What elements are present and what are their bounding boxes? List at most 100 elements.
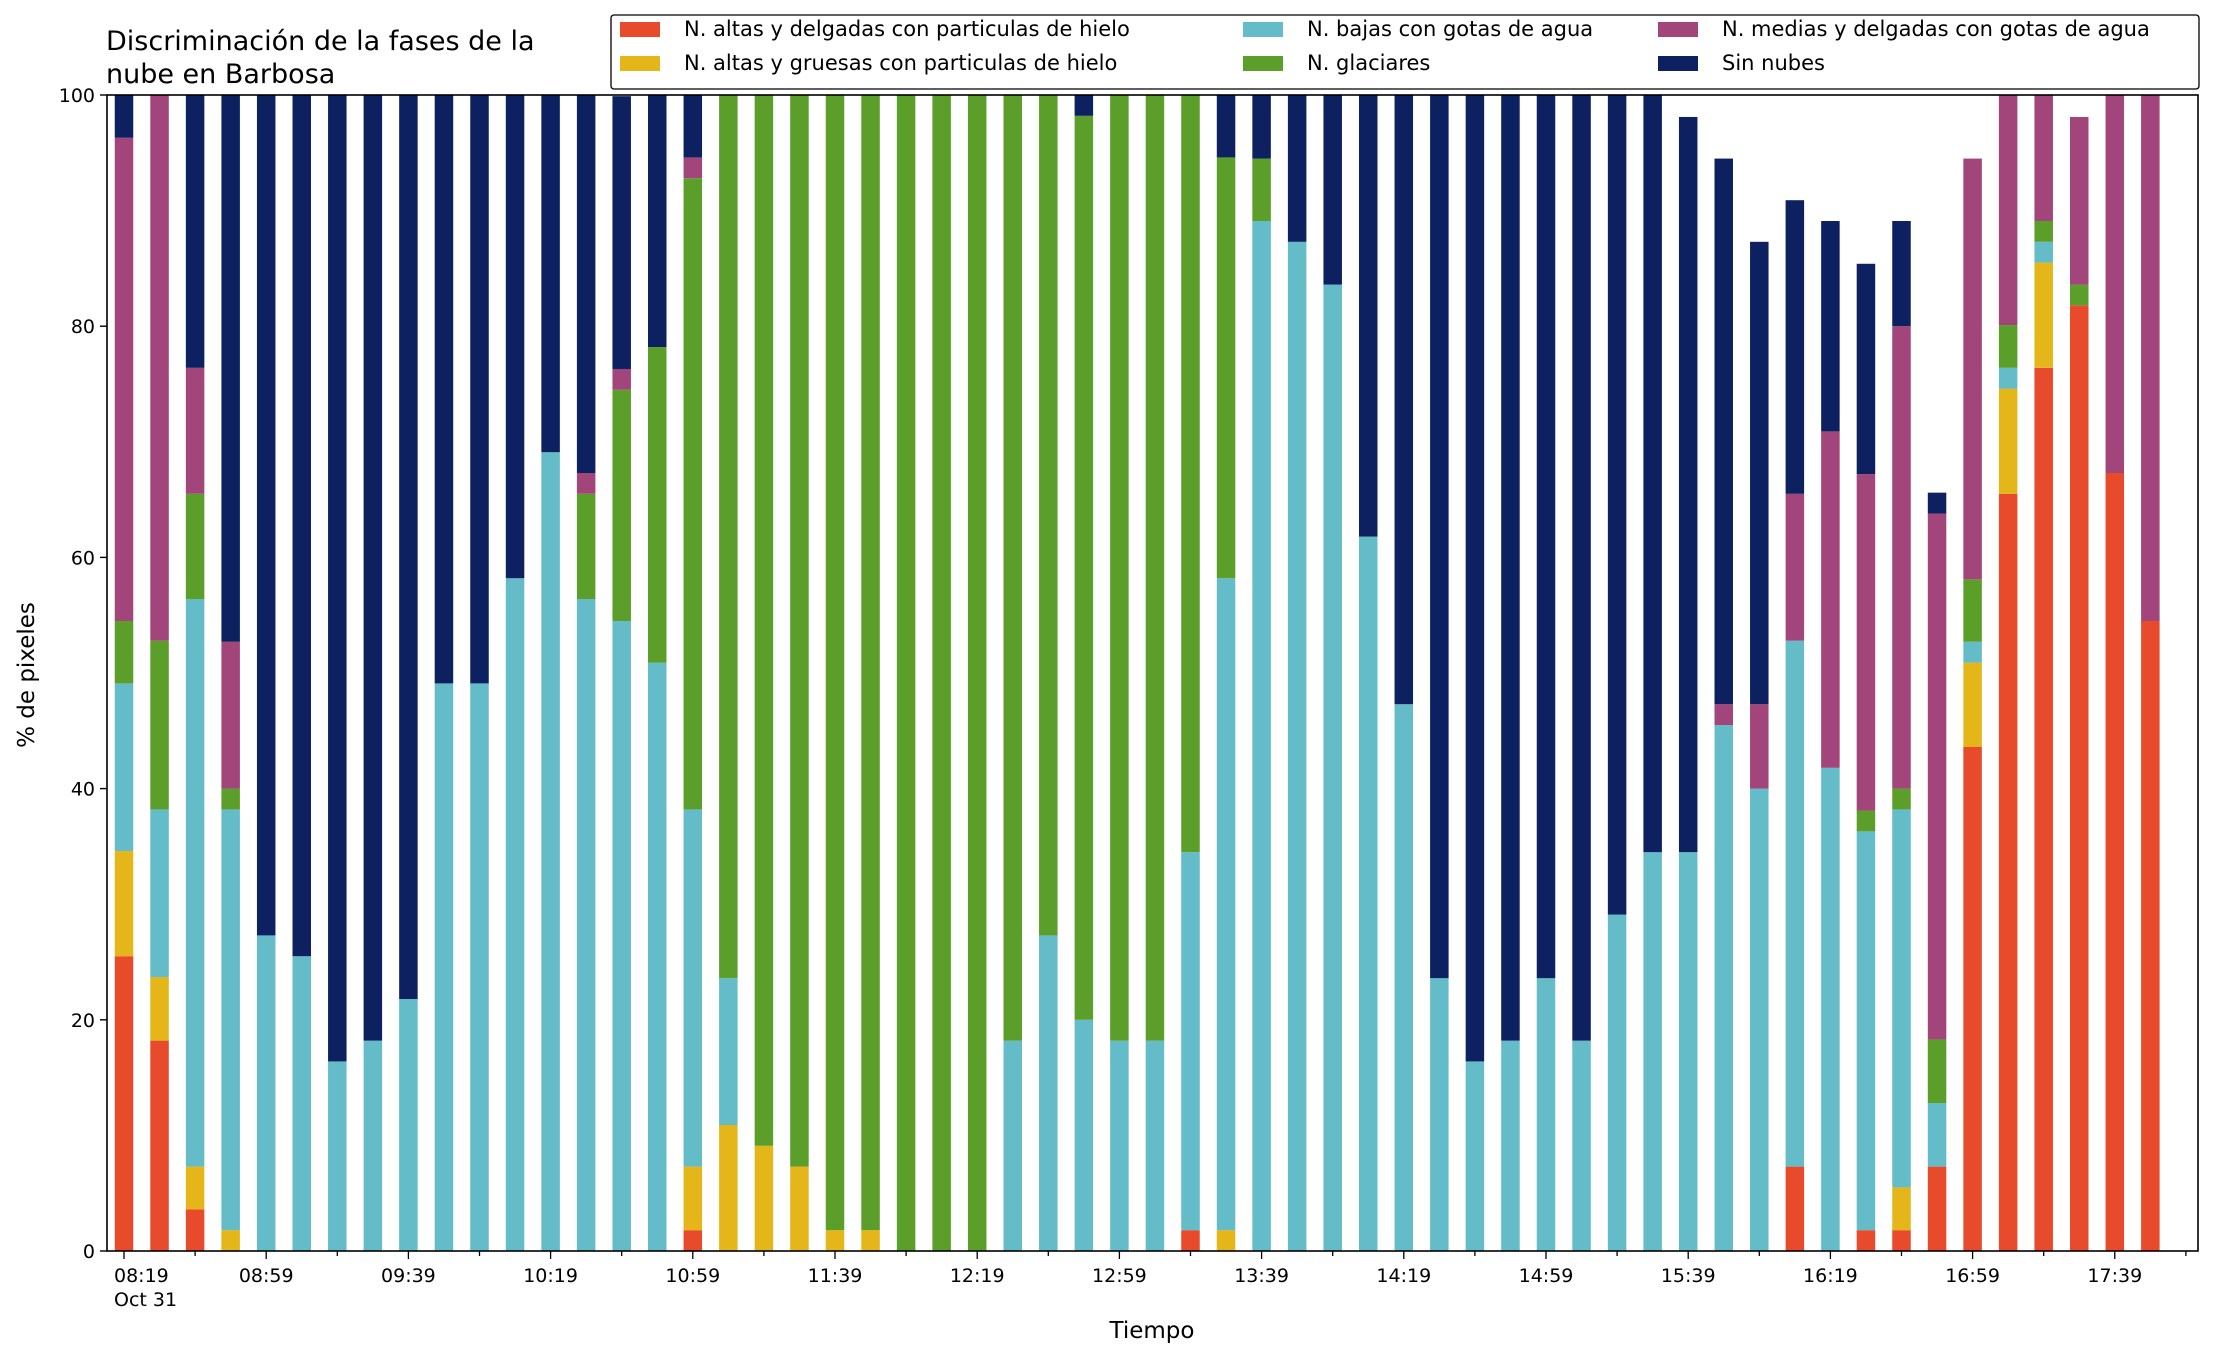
bar-segment-1339-s5 <box>1252 95 1271 159</box>
x-tick-label-1059: 10:59 <box>665 1265 720 1287</box>
bar-segment-0959-s2 <box>470 683 489 1251</box>
bar-segment-1729-s4 <box>2070 116 2089 285</box>
bar-segment-0819-s1 <box>114 851 134 957</box>
bar-segment-1539-s2 <box>1678 852 1698 1251</box>
bar-segment-1529-s2 <box>1643 852 1662 1251</box>
bar-segment-1039-s5 <box>612 96 631 369</box>
bar-segment-1149-s3 <box>861 95 880 1231</box>
bar-segment-1049-s3 <box>648 347 667 663</box>
bar-segment-1109-s2 <box>719 978 738 1125</box>
bar-segment-1739-s4 <box>2105 95 2125 474</box>
bar-segment-1559-s2 <box>1750 788 1769 1251</box>
bar-segment-1329-s2 <box>1216 578 1236 1231</box>
x-tick-label-1219: 12:19 <box>950 1265 1005 1287</box>
bar-segment-0829-s2 <box>150 809 169 978</box>
bar-segment-1409-s5 <box>1359 95 1378 537</box>
bar-segment-1449-s5 <box>1501 95 1520 1041</box>
bar-segment-1339-s3 <box>1252 158 1271 221</box>
x-tick-label-1739: 17:39 <box>2087 1265 2142 1287</box>
bar-segment-0859-s2 <box>256 935 276 1251</box>
x-tick-label-1659: 16:59 <box>1945 1265 2000 1287</box>
bar-segment-1739-s0 <box>2105 473 2125 1251</box>
legend-label-5: Sin nubes <box>1722 51 1825 75</box>
bar-segment-1459-s5 <box>1536 95 1556 979</box>
bar-segment-1649-s0 <box>1927 1166 1947 1251</box>
bar-segment-1419-s2 <box>1394 704 1414 1251</box>
legend-swatch-5 <box>1658 56 1698 71</box>
bar-segment-1709-s2 <box>1998 367 2018 389</box>
x-tick-label-0819: 08:19 <box>114 1265 169 1287</box>
bar-segment-0819-s2 <box>114 683 134 852</box>
x-axis-label: Tiempo <box>1109 1318 1195 1344</box>
x-tick-label-1259: 12:59 <box>1092 1265 1147 1287</box>
bar-segment-0849-s1 <box>221 1230 240 1251</box>
bar-segment-1359-s2 <box>1323 284 1342 1252</box>
bar-segment-1659-s4 <box>1963 158 1982 580</box>
bar-segment-1509-s5 <box>1572 95 1591 1041</box>
bar-segment-1429-s5 <box>1430 95 1449 979</box>
bar-segment-0849-s2 <box>221 809 240 1231</box>
bar-segment-1209-s3 <box>932 95 951 1251</box>
bar-segment-0959-s5 <box>470 95 489 684</box>
legend-label-1: N. altas y gruesas con particulas de hie… <box>684 51 1117 75</box>
legend-label-4: N. medias y delgadas con gotas de agua <box>1722 17 2150 41</box>
legend-swatch-2 <box>1243 22 1283 37</box>
bar-segment-0859-s5 <box>256 95 276 936</box>
legend: N. altas y delgadas con particulas de hi… <box>610 14 2200 90</box>
bar-segment-0829-s3 <box>150 640 169 810</box>
bar-segment-1139-s3 <box>825 95 845 1231</box>
bar-segment-1649-s5 <box>1927 492 1947 514</box>
bar-segment-1049-s2 <box>648 662 667 1251</box>
bar-segment-1729-s0 <box>2070 305 2089 1251</box>
bar-segment-1249-s5 <box>1074 95 1094 116</box>
bar-segment-1629-s5 <box>1856 263 1876 475</box>
bar-segment-0829-s1 <box>150 977 169 1041</box>
bar-segment-1709-s0 <box>1998 493 2018 1251</box>
bar-segment-1629-s4 <box>1856 474 1876 811</box>
bar-segment-1059-s1 <box>683 1166 703 1231</box>
bar-segment-1259-s3 <box>1110 95 1129 1041</box>
legend-swatch-0 <box>620 22 660 37</box>
bar-segment-1639-s0 <box>1892 1230 1911 1251</box>
bar-segment-0929-s5 <box>363 95 383 1041</box>
bar-segment-1749-s0 <box>2141 620 2160 1251</box>
x-tick-label-1339: 13:39 <box>1234 1265 1289 1287</box>
bar-segment-1719-s0 <box>2034 367 2053 1251</box>
bar-segment-1729-s3 <box>2070 284 2089 306</box>
bar-segment-1609-s4 <box>1785 493 1805 641</box>
chart-title-line-1: Discriminación de la fases de la <box>106 26 535 57</box>
bars-layer <box>114 95 2160 1252</box>
bar-segment-1019-s5 <box>541 95 560 453</box>
bar-segment-1659-s2 <box>1963 641 1982 663</box>
bar-segment-1029-s4 <box>576 473 596 494</box>
bar-segment-1629-s3 <box>1856 810 1876 832</box>
bar-segment-1429-s2 <box>1430 978 1449 1251</box>
bar-segment-1329-s3 <box>1216 157 1236 579</box>
bar-segment-0819-s3 <box>114 620 134 684</box>
bar-segment-0839-s4 <box>185 367 205 494</box>
bar-segment-1719-s2 <box>2034 241 2053 263</box>
bar-segment-1549-s2 <box>1714 725 1733 1251</box>
bar-segment-1719-s3 <box>2034 221 2053 242</box>
legend-box <box>610 14 2200 90</box>
y-tick-label-40: 40 <box>71 779 95 801</box>
bar-segment-0909-s5 <box>292 95 311 957</box>
bar-segment-1119-s3 <box>754 95 774 1146</box>
x-tick-label-1619: 16:19 <box>1803 1265 1858 1287</box>
bar-segment-1639-s3 <box>1892 788 1911 810</box>
y-tick-label-100: 100 <box>59 85 95 107</box>
x-tick-label-0859: 08:59 <box>239 1265 294 1287</box>
bar-segment-1039-s4 <box>612 368 631 390</box>
bar-segment-1039-s3 <box>612 389 631 621</box>
bar-segment-0939-s2 <box>399 998 418 1251</box>
bar-segment-0909-s2 <box>292 956 311 1251</box>
bar-segment-0849-s4 <box>221 641 240 789</box>
bar-segment-1149-s1 <box>861 1230 880 1251</box>
bar-segment-1709-s4 <box>1998 95 2018 326</box>
bar-segment-1449-s2 <box>1501 1040 1520 1251</box>
y-tick-label-0: 0 <box>83 1241 95 1263</box>
bar-segment-1539-s5 <box>1678 116 1698 853</box>
bar-segment-0839-s3 <box>185 493 205 600</box>
bar-segment-1059-s2 <box>683 809 703 1167</box>
bar-segment-1719-s1 <box>2034 262 2053 368</box>
